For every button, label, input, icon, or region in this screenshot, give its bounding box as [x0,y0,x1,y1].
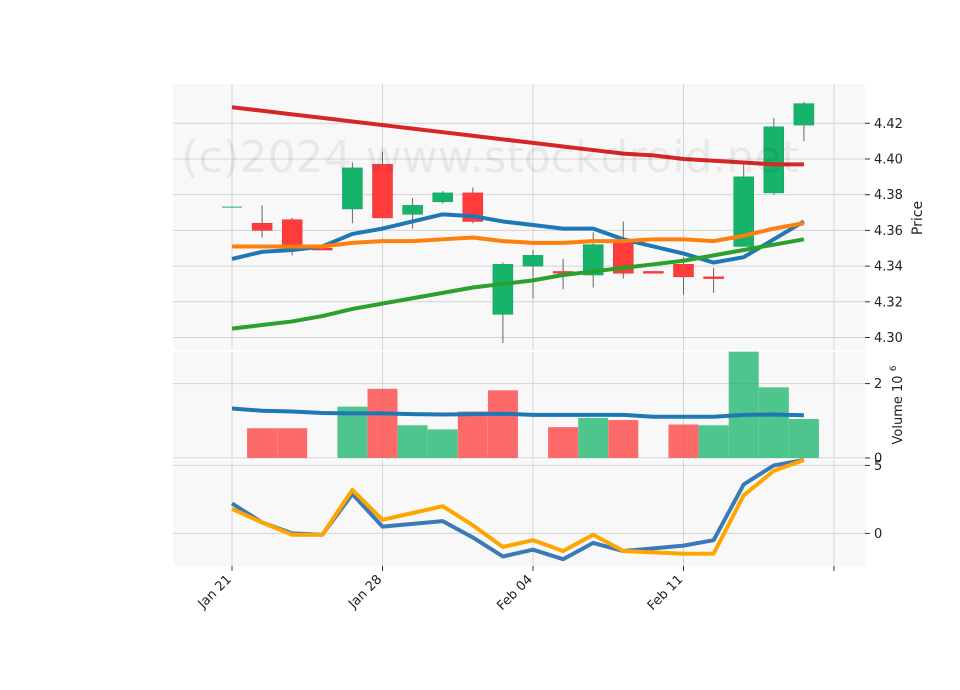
indicator-tick-label: 5 [874,459,882,474]
volume-bar [788,418,819,458]
volume-bar [487,390,518,458]
volume-bar [367,388,398,458]
volume-axis-label: Volume 10 6 [889,365,906,444]
x-tick-label: Feb 11 [645,572,687,614]
candle-body [432,192,453,203]
candle-body [402,205,423,215]
volume-bar [548,427,579,458]
ind-panel-background [173,460,865,566]
x-tick-label: Jan 28 [345,572,385,612]
volume-tick-label: 2 [874,377,882,392]
price-tick-label: 4.38 [874,188,903,203]
candle-body [643,271,664,274]
candle-body [492,264,514,315]
price-axis-label: Price [910,201,926,235]
price-panel-background [173,84,865,350]
volume-tick-label: 0 [874,452,882,467]
price-panel: 4.30 4.32 4.34 4.36 4.38 4.40 4.42 [173,84,903,350]
indicator-panel: 05 [173,458,882,566]
volume-bar [608,420,639,458]
candle-body [522,255,544,267]
volume-axis-label-text: Volume 10 [891,375,906,444]
x-axis: Jan 21 Jan 28 Feb 04 Feb 11 [195,566,835,614]
price-tick-label: 4.34 [874,260,903,275]
price-tick-label: 4.36 [874,224,903,239]
candle-body [673,264,694,278]
price-series-line [232,221,805,249]
volume-bar [578,417,609,458]
price-tick-label: 4.32 [874,295,903,310]
candle-body [251,222,273,231]
volume-bar [427,429,458,458]
candle-body [582,244,604,276]
volume-bar [247,428,278,458]
candle-body [793,103,815,126]
x-tick-label: Jan 21 [195,572,235,612]
price-tick-label: 4.40 [874,152,903,167]
indicator-tick-label: 0 [874,527,882,542]
volume-bar [668,424,699,458]
volume-average-line [231,406,804,419]
volume-bar [397,425,428,458]
volume-axis-exponent: 6 [889,365,899,371]
watermark: (c)2024 www.stockdroid.net [181,132,798,183]
indicator-line [231,458,805,556]
candle-body [342,167,363,210]
volume-bar [698,425,729,458]
volume-bar [457,411,488,458]
candle-body [703,276,724,279]
price-series-line [231,237,805,331]
price-tick-label: 4.30 [874,331,903,346]
volume-bar [277,428,308,458]
price-series-line [231,105,804,167]
x-tick-label: Feb 04 [494,572,536,614]
candle-body [281,219,303,247]
candle-body [372,164,393,219]
volume-bar [758,387,789,458]
candle-body [763,126,785,194]
volume-bar [728,351,759,458]
price-tick-label: 4.42 [874,117,903,132]
candle-body [733,176,754,247]
volume-panel: 02 [173,351,882,467]
